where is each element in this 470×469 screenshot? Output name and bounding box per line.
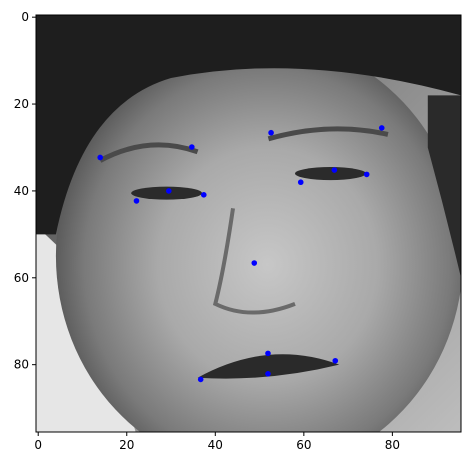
keypoint-marker xyxy=(133,198,140,204)
keypoint-marker xyxy=(97,154,103,161)
keypoint-marker xyxy=(166,188,172,194)
x-tick-label: 40 xyxy=(208,438,223,452)
image-region-hair xyxy=(36,15,461,235)
y-tick-label: 0 xyxy=(21,10,29,24)
image-region-brow xyxy=(267,126,389,142)
image-region-brow xyxy=(99,142,199,163)
keypoints-layer xyxy=(97,125,385,383)
axes: 0 20 40 60 80 0 20 40 60 80 xyxy=(14,10,462,452)
image-region-nose xyxy=(212,208,296,315)
image-region-eye xyxy=(294,167,366,181)
image-region-face xyxy=(55,38,461,432)
x-tick-label: 0 xyxy=(34,438,42,452)
keypoint-marker xyxy=(268,129,274,136)
y-tick-label: 40 xyxy=(14,184,29,198)
keypoint-marker xyxy=(297,179,304,186)
plot-area xyxy=(36,15,461,432)
keypoint-marker xyxy=(189,144,195,150)
y-tick-label: 80 xyxy=(14,358,29,372)
face-image-shapes xyxy=(36,15,461,432)
keypoint-marker xyxy=(197,376,204,383)
y-tick-label: 20 xyxy=(14,97,29,111)
x-tick-label: 80 xyxy=(385,438,400,452)
x-tick-label: 20 xyxy=(119,438,134,452)
image-region-mouth xyxy=(197,354,340,379)
image-region-eye xyxy=(131,186,203,200)
y-tick-label: 60 xyxy=(14,271,29,285)
x-tick-label: 60 xyxy=(296,438,311,452)
keypoint-marker xyxy=(331,167,338,173)
keypoint-marker xyxy=(378,125,385,131)
keypoint-marker xyxy=(265,350,271,357)
keypoint-marker xyxy=(363,171,370,178)
image-region-shadow xyxy=(427,95,461,278)
keypoint-marker xyxy=(200,192,207,198)
keypoint-marker xyxy=(265,370,271,377)
axes-frame xyxy=(35,14,462,433)
keypoint-marker xyxy=(332,357,339,364)
keypoint-marker xyxy=(251,260,258,266)
